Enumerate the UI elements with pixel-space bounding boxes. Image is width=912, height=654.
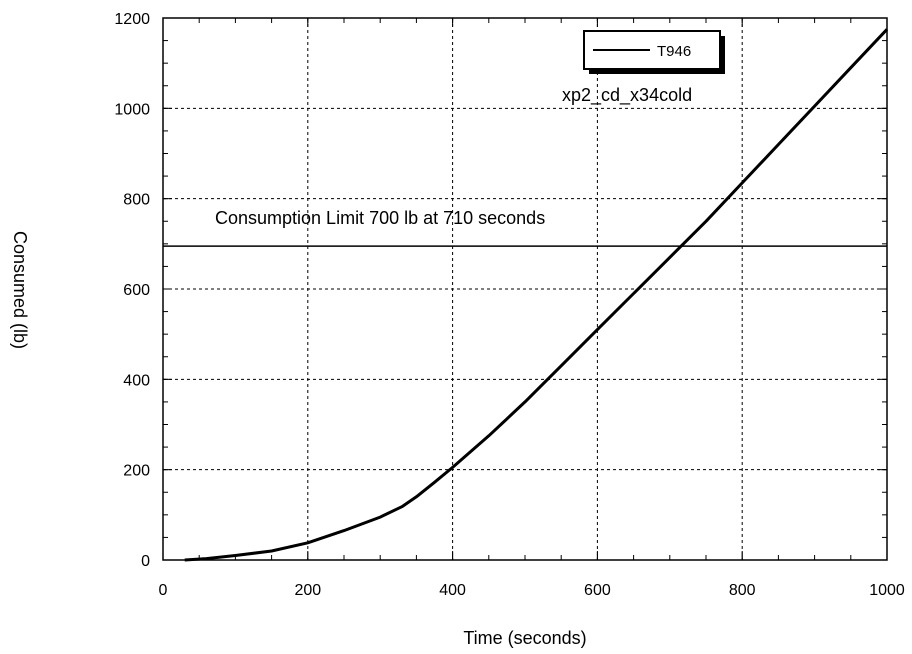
run-name-annotation: xp2_cd_x34cold: [562, 85, 692, 106]
y-tick-label: 600: [123, 282, 150, 299]
y-tick-labels: 0 200 400 600 800 1000 1200: [114, 11, 150, 570]
grid-lines: [163, 18, 887, 560]
tick-marks: [162, 17, 888, 561]
y-tick-label: 800: [123, 192, 150, 209]
y-tick-label: 200: [123, 463, 150, 480]
limit-annotation: Consumption Limit 700 lb at 710 seconds: [215, 208, 545, 228]
series-line-T946: [184, 28, 889, 562]
y-axis-title: Consumed (lb): [10, 231, 30, 349]
x-tick-labels: 0 200 400 600 800 1000: [159, 582, 905, 599]
x-tick-label: 400: [439, 582, 466, 599]
y-tick-label: 0: [141, 553, 150, 570]
x-tick-label: 0: [159, 582, 168, 599]
legend: T946: [583, 30, 725, 74]
x-tick-label: 600: [584, 582, 611, 599]
y-tick-label: 1200: [114, 11, 150, 28]
x-tick-label: 1000: [869, 582, 905, 599]
y-tick-label: 400: [123, 372, 150, 389]
series-group: [184, 28, 889, 562]
x-axis-title: Time (seconds): [463, 628, 586, 648]
x-tick-label: 200: [294, 582, 321, 599]
y-tick-label: 1000: [114, 101, 150, 118]
x-tick-label: 800: [729, 582, 756, 599]
legend-label: T946: [657, 43, 691, 60]
